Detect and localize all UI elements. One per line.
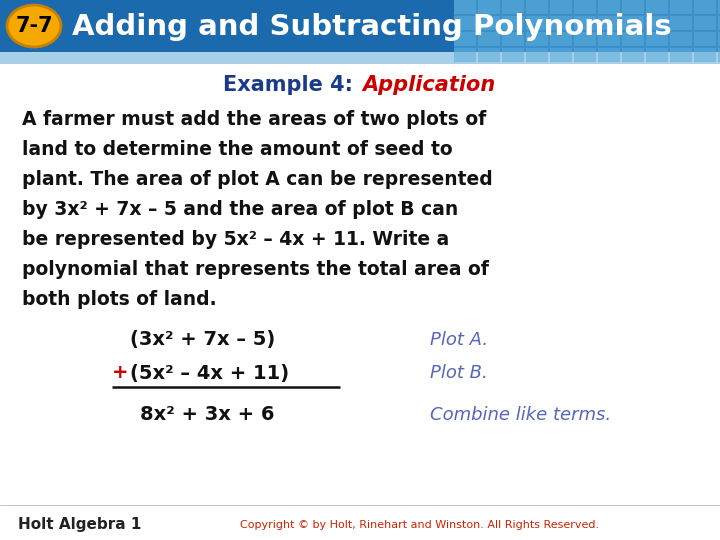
Bar [694, 48, 716, 62]
Text: both plots of land.: both plots of land. [22, 290, 217, 309]
Bar [646, 48, 668, 62]
Bar [670, 0, 692, 14]
Bar [574, 48, 596, 62]
Bar [598, 16, 620, 30]
Bar [718, 32, 720, 46]
Bar [694, 16, 716, 30]
Bar [718, 16, 720, 30]
Bar [454, 0, 476, 14]
Bar [718, 0, 720, 14]
Text: land to determine the amount of seed to: land to determine the amount of seed to [22, 140, 453, 159]
Bar [454, 0, 720, 52]
Text: polynomial that represents the total area of: polynomial that represents the total are… [22, 260, 489, 279]
Text: Plot B.: Plot B. [430, 364, 487, 382]
Bar [598, 0, 620, 14]
Bar [454, 48, 476, 62]
Bar [670, 48, 692, 62]
Bar [574, 16, 596, 30]
Text: (3x² + 7x – 5): (3x² + 7x – 5) [130, 330, 275, 349]
Bar [574, 32, 596, 46]
Text: Copyright © by Holt, Rinehart and Winston. All Rights Reserved.: Copyright © by Holt, Rinehart and Winsto… [240, 520, 600, 530]
Text: 7-7: 7-7 [15, 16, 53, 36]
Bar [526, 0, 548, 14]
Bar [718, 48, 720, 62]
Text: A farmer must add the areas of two plots of: A farmer must add the areas of two plots… [22, 110, 486, 129]
Bar [454, 32, 476, 46]
Text: by 3x² + 7x – 5 and the area of plot B can: by 3x² + 7x – 5 and the area of plot B c… [22, 200, 458, 219]
Bar [646, 0, 668, 14]
Bar [598, 32, 620, 46]
Bar [502, 16, 524, 30]
Text: Adding and Subtracting Polynomials: Adding and Subtracting Polynomials [72, 13, 672, 41]
Bar [478, 48, 500, 62]
Text: +: + [112, 363, 128, 382]
Bar [478, 0, 500, 14]
Bar [550, 0, 572, 14]
Text: 8x² + 3x + 6: 8x² + 3x + 6 [140, 406, 274, 424]
Bar [646, 16, 668, 30]
Bar [694, 0, 716, 14]
Bar [622, 48, 644, 62]
Text: Combine like terms.: Combine like terms. [430, 406, 611, 424]
Bar [622, 0, 644, 14]
Text: Holt Algebra 1: Holt Algebra 1 [18, 517, 141, 532]
Bar [454, 16, 476, 30]
Bar [550, 48, 572, 62]
Bar [502, 32, 524, 46]
Text: Plot A.: Plot A. [430, 331, 488, 349]
Text: Example 4:: Example 4: [222, 75, 360, 95]
Bar [622, 16, 644, 30]
Bar [670, 16, 692, 30]
Text: (5x² – 4x + 11): (5x² – 4x + 11) [130, 363, 289, 382]
Bar [694, 32, 716, 46]
Bar [598, 48, 620, 62]
Bar [478, 32, 500, 46]
Bar [502, 48, 524, 62]
Ellipse shape [7, 5, 61, 47]
Bar [0, 52, 720, 64]
Bar [550, 16, 572, 30]
Bar [670, 32, 692, 46]
Bar [646, 32, 668, 46]
Text: Application: Application [362, 75, 495, 95]
Bar [526, 16, 548, 30]
Bar [526, 48, 548, 62]
Bar [622, 32, 644, 46]
Text: plant. The area of plot A can be represented: plant. The area of plot A can be represe… [22, 170, 492, 189]
Text: be represented by 5x² – 4x + 11. Write a: be represented by 5x² – 4x + 11. Write a [22, 230, 449, 249]
Bar [502, 0, 524, 14]
Bar [478, 16, 500, 30]
Bar [550, 32, 572, 46]
Bar [0, 0, 720, 52]
Bar [574, 0, 596, 14]
Bar [526, 32, 548, 46]
